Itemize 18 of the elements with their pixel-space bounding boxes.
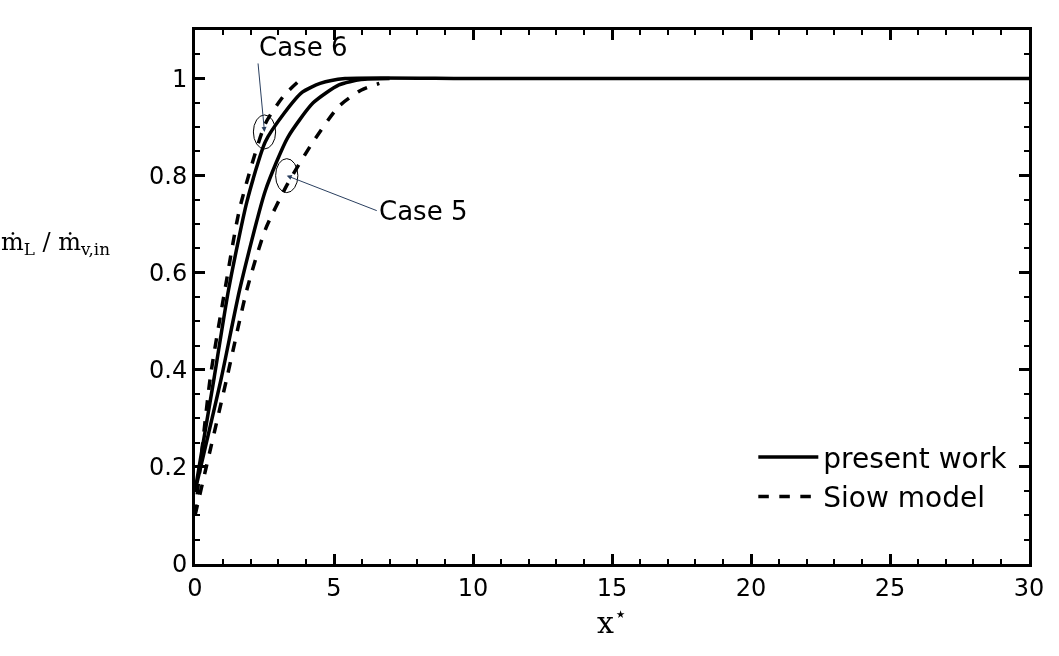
x-tick-label: 15 xyxy=(596,573,628,602)
legend-label: Siow model xyxy=(823,481,985,515)
x-tick-label: 5 xyxy=(326,573,342,602)
x-tick-label: 20 xyxy=(735,573,767,602)
annotation: Case 5 xyxy=(379,196,468,226)
y-tick-label: 0.2 xyxy=(149,453,188,482)
x-tick-label: 30 xyxy=(1013,573,1045,602)
x-axis-title: x$^{⋆}$ xyxy=(597,601,627,641)
y-tick-label: 0.8 xyxy=(149,162,188,191)
x-tick-label: 10 xyxy=(457,573,489,602)
y-tick-label: 0 xyxy=(171,550,188,579)
y-tick-label: 0.6 xyxy=(149,259,188,288)
y-tick-label: 1 xyxy=(171,64,188,93)
y-axis-title: ṁ$_{L}$ / ṁ$_{v,in}$ xyxy=(1,228,111,260)
legend-label: present work xyxy=(823,441,1008,475)
y-tick-label: 0.4 xyxy=(149,356,188,385)
x-tick-label: 25 xyxy=(874,573,906,602)
annotation: Case 6 xyxy=(259,32,348,62)
